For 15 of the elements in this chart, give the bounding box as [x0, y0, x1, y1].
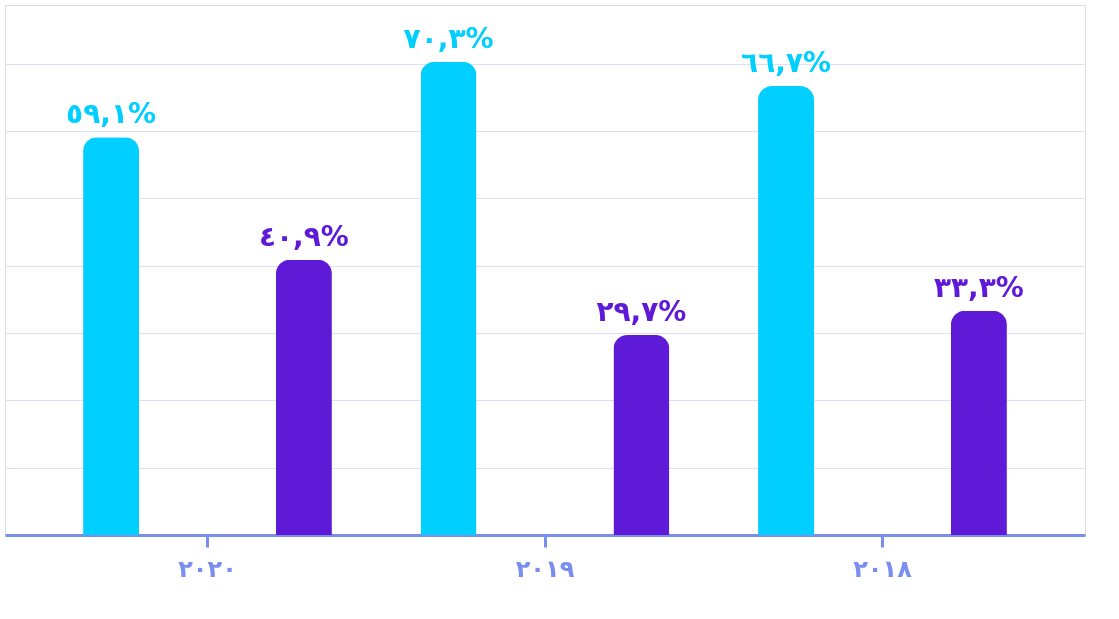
data-label: ٧٠,٣% — [403, 21, 494, 55]
data-label: ٤٠,٩% — [258, 219, 349, 253]
bar — [613, 335, 670, 535]
bar — [83, 137, 140, 535]
data-label: ٣٣,٣% — [933, 270, 1024, 304]
data-label: ٢٩,٧% — [596, 295, 687, 329]
bar — [950, 310, 1007, 535]
x-tick-label: ٢٠١٩ — [515, 554, 575, 583]
data-label: ٦٦,٧% — [741, 46, 832, 80]
data-label: ٥٩,١% — [66, 97, 157, 131]
bar — [758, 86, 815, 535]
x-tick-label: ٢٠٢٠ — [178, 554, 237, 583]
bar — [420, 61, 477, 535]
bar — [275, 259, 332, 535]
x-tick-label: ٢٠١٨ — [853, 554, 913, 583]
